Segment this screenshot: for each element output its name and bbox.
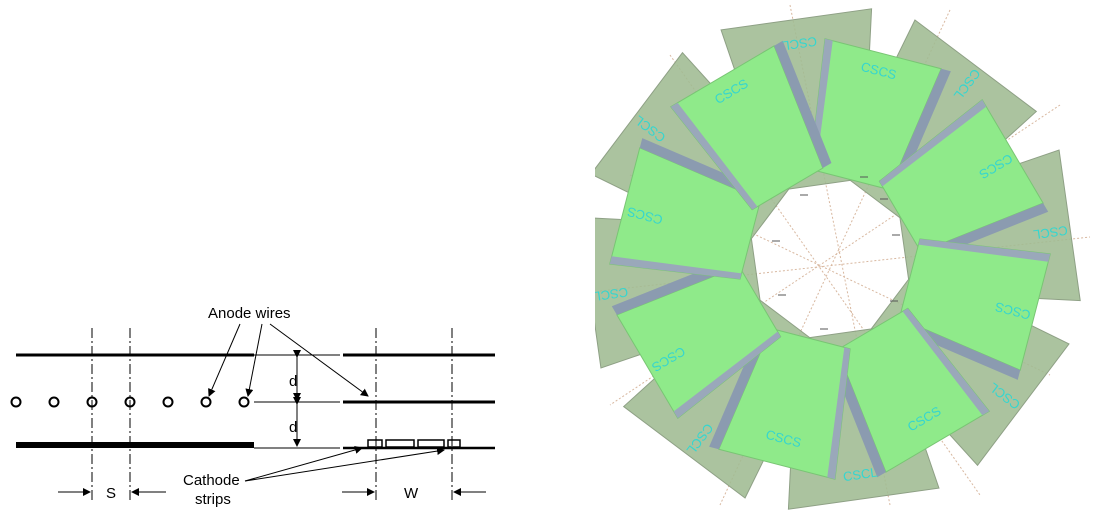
- chamber-label: CSCL: [1032, 223, 1068, 243]
- lower-cathode-plane-left: [16, 442, 254, 448]
- anode-leaders: [208, 323, 369, 397]
- chamber-label: CSCL: [595, 285, 629, 305]
- anode-wire: [10, 396, 22, 408]
- gap-label-lower: d: [289, 419, 297, 436]
- anode-wires-label: Anode wires: [208, 305, 291, 322]
- anode-wire: [162, 396, 174, 408]
- anode-wire: [48, 396, 60, 408]
- anode-wire: [238, 396, 250, 408]
- wire-spacing-label: S: [106, 485, 116, 502]
- gap-dimension: [254, 350, 340, 449]
- cathode-strip: [417, 439, 445, 448]
- strip-width-label: W: [404, 485, 419, 502]
- inner-marks: [772, 176, 900, 330]
- anode-wire: [200, 396, 212, 408]
- chamber-label: CSCL: [782, 34, 818, 54]
- csc-cross-section-diagram: d d Anode wires Cathode strips S W: [10, 305, 495, 508]
- gap-label-upper: d: [289, 373, 297, 390]
- cathode-strip: [447, 439, 461, 448]
- cathode-strip: [367, 439, 383, 448]
- cathode-strips: [367, 439, 461, 448]
- csc-disk-rendering: CSCS CSCS CSCS CSCS CSCS CSCS CSCS CSCS …: [595, 4, 1091, 510]
- strip-center-lines: [375, 328, 453, 500]
- cathode-strip: [385, 439, 415, 448]
- wire-center-lines: [91, 328, 131, 500]
- cathode-strips-label-line1: Cathode: [183, 472, 240, 489]
- chamber-label: CSCL: [842, 465, 878, 485]
- cathode-leaders: [244, 446, 445, 482]
- cathode-strips-label-line2: strips: [195, 491, 231, 508]
